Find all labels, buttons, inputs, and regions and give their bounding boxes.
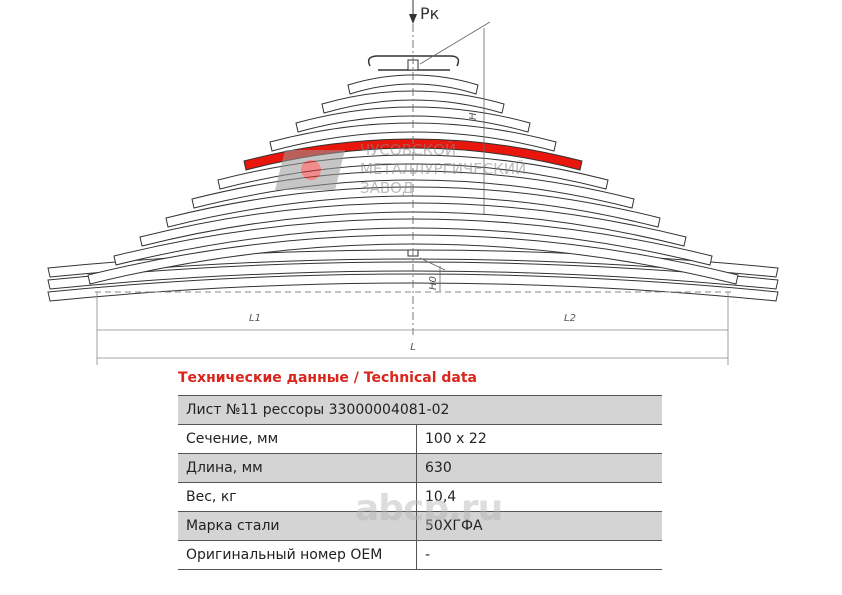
l1-label: L1 bbox=[249, 313, 261, 324]
leaf bbox=[47, 261, 779, 290]
value-cell: 630 bbox=[416, 453, 662, 483]
watermark: abcp.ru bbox=[355, 488, 503, 529]
height0-label: H0 bbox=[428, 276, 439, 290]
param-cell: Сечение, мм bbox=[178, 424, 417, 454]
leaf bbox=[347, 74, 479, 95]
logo: ЧУСОВСКОЙ МЕТАЛЛУРГИЧЕСКИЙ ЗАВОД bbox=[275, 140, 526, 197]
logo-text: ЗАВОД bbox=[360, 179, 414, 197]
param-cell: Марка стали bbox=[178, 511, 417, 541]
table-row: Марка стали 50ХГФА bbox=[178, 511, 662, 541]
table-row: Сечение, мм 100 х 22 bbox=[178, 424, 662, 454]
spec-table: Лист №11 рессоры 33000004081-02 Сечение, … bbox=[178, 395, 662, 570]
value-cell: 100 х 22 bbox=[416, 424, 662, 454]
logo-dot bbox=[301, 160, 321, 180]
table-row: Длина, мм 630 bbox=[178, 453, 662, 483]
value-cell: - bbox=[416, 540, 662, 570]
leaf bbox=[139, 202, 687, 247]
arrow-head bbox=[409, 14, 417, 24]
ext-line bbox=[419, 257, 446, 271]
logo-text: ЧУСОВСКОЙ bbox=[360, 140, 456, 159]
l2-label: L2 bbox=[564, 313, 576, 324]
header-cell: Лист №11 рессоры 33000004081-02 bbox=[178, 395, 662, 425]
leaf bbox=[113, 218, 713, 266]
l-label: L bbox=[410, 342, 416, 353]
table-title: Технические данные / Technical data bbox=[178, 370, 478, 386]
param-cell: Вес, кг bbox=[178, 482, 417, 512]
spring-drawing: Pк H H0 L1 L2 L ЧУСОВСКОЙ МЕТАЛЛУРГИЧЕСК… bbox=[47, 0, 779, 365]
leaf bbox=[269, 122, 557, 152]
param-cell: Оригинальный номер OEM bbox=[178, 540, 417, 570]
leaf bbox=[87, 234, 739, 285]
leaf bbox=[295, 106, 531, 133]
height-label: H bbox=[468, 112, 479, 120]
logo-text: МЕТАЛЛУРГИЧЕСКИЙ bbox=[360, 159, 526, 178]
ext-line bbox=[419, 21, 491, 65]
value-cell: 50ХГФА bbox=[416, 511, 662, 541]
load-label: Pк bbox=[420, 4, 440, 23]
table-row: Оригинальный номер OEM - bbox=[178, 540, 662, 570]
value-cell: 10,4 bbox=[416, 482, 662, 512]
param-cell: Длина, мм bbox=[178, 453, 417, 483]
leaf bbox=[165, 186, 661, 228]
leaf bbox=[47, 273, 779, 302]
table-row: Вес, кг 10,4 bbox=[178, 482, 662, 512]
leaf bbox=[321, 90, 505, 114]
table-header: Лист №11 рессоры 33000004081-02 bbox=[178, 395, 662, 425]
